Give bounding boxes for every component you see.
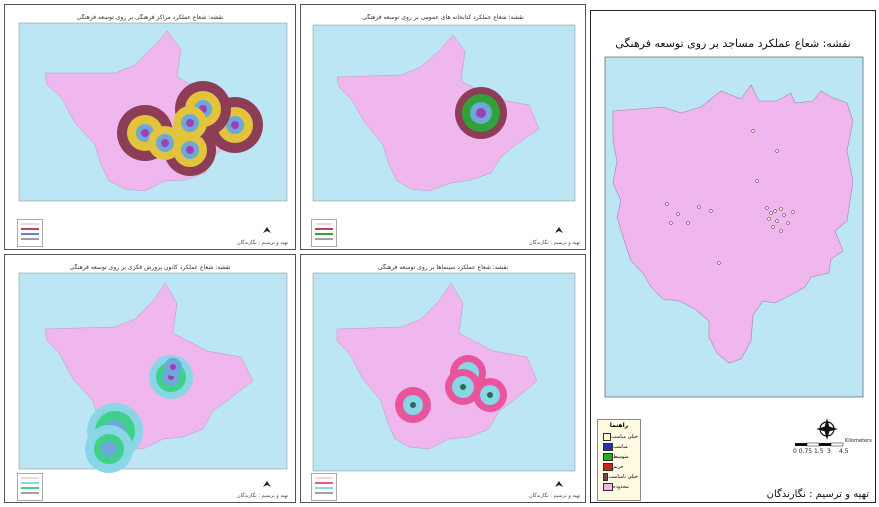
map-panel-cinemas[interactable]: نقشه: شعاع عملکرد سینماها بر روی توسعه ف… <box>300 254 586 503</box>
north-arrow-icon <box>263 481 271 487</box>
main-map-panel[interactable]: نقشه: شعاع عملکرد مساجد بر روی توسعه فره… <box>590 10 876 503</box>
main-map-credit: تهیه و ترسیم : نگارندگان <box>766 489 869 500</box>
legend-item: محدوده <box>598 482 640 492</box>
map-credit: تهیه و ترسیم : نگارندگان <box>237 240 289 246</box>
scale-bar <box>795 442 844 447</box>
map-credit: تهیه و ترسیم : نگارندگان <box>529 240 581 246</box>
legend-swatch <box>603 453 613 461</box>
city-boundary <box>336 34 540 192</box>
legend-title: راهنما <box>609 422 629 429</box>
map-canvas <box>312 272 576 487</box>
legend-item: مناسب <box>598 442 640 452</box>
map-credit: تهیه و ترسیم : نگارندگان <box>529 493 581 499</box>
city-boundary <box>44 282 254 450</box>
legend-item: خیلی نامناسب <box>598 472 640 482</box>
legend-swatch <box>603 483 613 491</box>
legend-item: خیلی مناسب <box>598 432 640 442</box>
legend-swatch <box>603 463 613 471</box>
map-panel-cultural-centers[interactable]: نقشه: شعاع عملکرد مراکز فرهنگی بر روی تو… <box>4 4 296 250</box>
map-canvas <box>18 272 288 487</box>
legend-item: متوسط <box>598 452 640 462</box>
buffer-zones <box>455 87 507 139</box>
map-panel-libraries[interactable]: نقشه: شعاع عملکرد کتابخانه های عمومی بر … <box>300 4 586 250</box>
small-legend <box>17 219 43 247</box>
map-title: نقشه: شعاع عملکرد مراکز فرهنگی بر روی تو… <box>76 14 224 21</box>
main-legend: راهنما خیلی مناسب مناسب متوسط حریم خیلی … <box>597 419 641 501</box>
mosque-points <box>665 129 795 265</box>
legend-item: حریم <box>598 462 640 472</box>
buffer-zones <box>395 355 507 423</box>
north-arrow-icon <box>263 227 271 233</box>
buffer-zones <box>117 81 263 176</box>
small-legend <box>17 473 43 501</box>
map-panel-youth-centers[interactable]: نقشه: شعاع عملکرد کانون پرورش فکری بر رو… <box>4 254 296 503</box>
north-arrow-icon <box>555 227 563 233</box>
small-legend <box>311 219 337 247</box>
legend-swatch <box>603 443 613 451</box>
map-canvas <box>18 22 288 233</box>
scale-tick-1: 3 <box>827 448 831 455</box>
north-arrow-icon <box>816 418 838 440</box>
scale-tick-0: 0 0.75 1.5 <box>793 448 824 455</box>
main-map-canvas <box>604 56 864 447</box>
map-credit: تهیه و ترسیم : نگارندگان <box>237 493 289 499</box>
map-title: نقشه: شعاع عملکرد کتابخانه های عمومی بر … <box>362 14 524 21</box>
legend-swatch <box>603 473 609 481</box>
scale-unit: Kilometers <box>845 438 872 444</box>
map-title: نقشه: شعاع عملکرد سینماها بر روی توسعه ف… <box>377 264 509 271</box>
north-arrow-icon <box>555 481 563 487</box>
legend-swatch <box>603 433 612 441</box>
buffer-zones <box>85 355 193 473</box>
city-boundary <box>612 84 854 364</box>
main-map-title: نقشه: شعاع عملکرد مساجد بر روی توسعه فره… <box>615 37 851 50</box>
map-title: نقشه: شعاع عملکرد کانون پرورش فکری بر رو… <box>69 264 231 271</box>
map-canvas <box>312 24 576 233</box>
scale-tick-2: 4.5 <box>839 448 849 455</box>
small-legend <box>311 473 337 501</box>
